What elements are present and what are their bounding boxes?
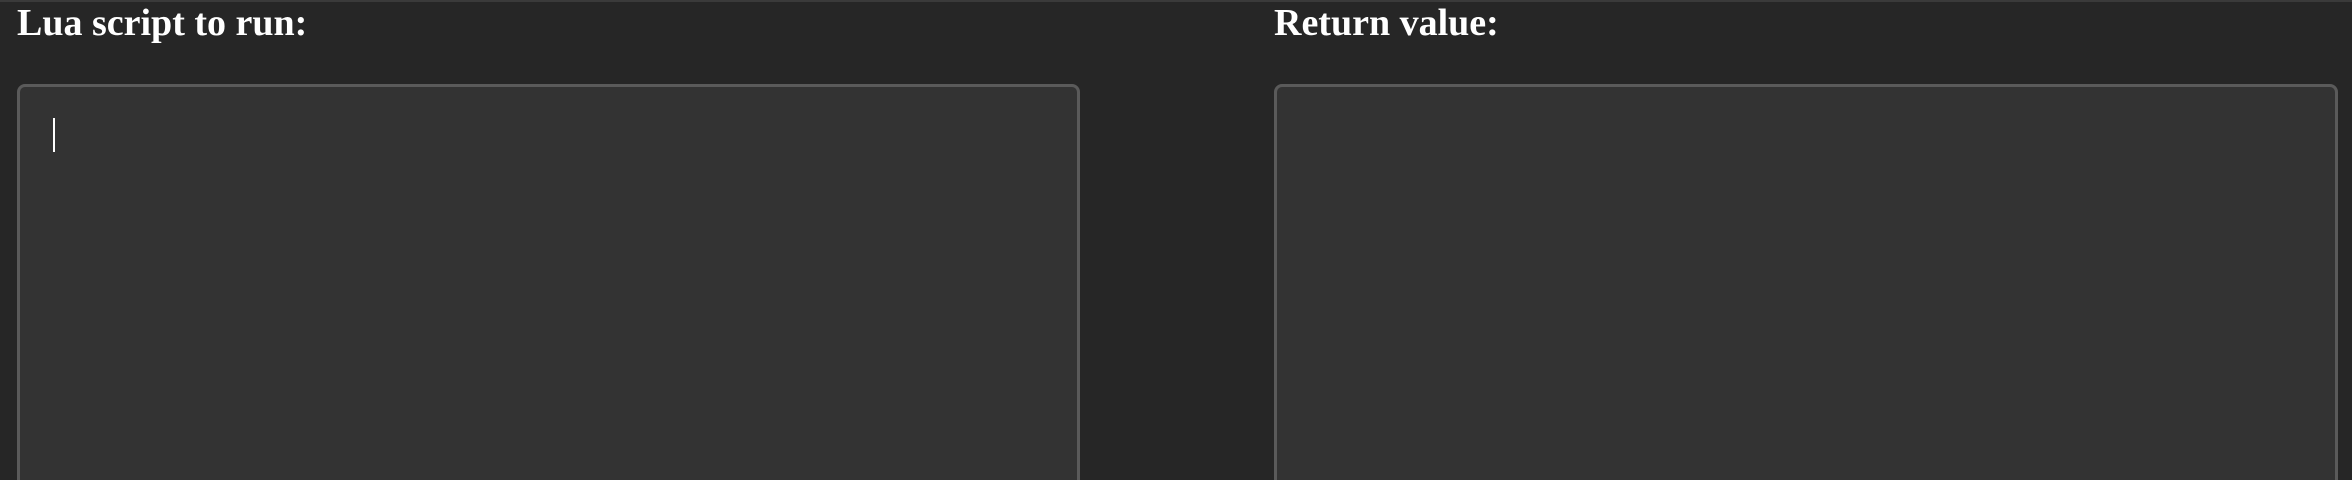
lua-script-heading: Lua script to run: <box>17 2 308 44</box>
return-value-heading: Return value: <box>1274 2 1499 44</box>
window-top-edge <box>0 0 2352 2</box>
lua-script-input[interactable] <box>17 84 1080 480</box>
return-value-output[interactable] <box>1274 84 2338 480</box>
text-cursor <box>53 118 55 152</box>
